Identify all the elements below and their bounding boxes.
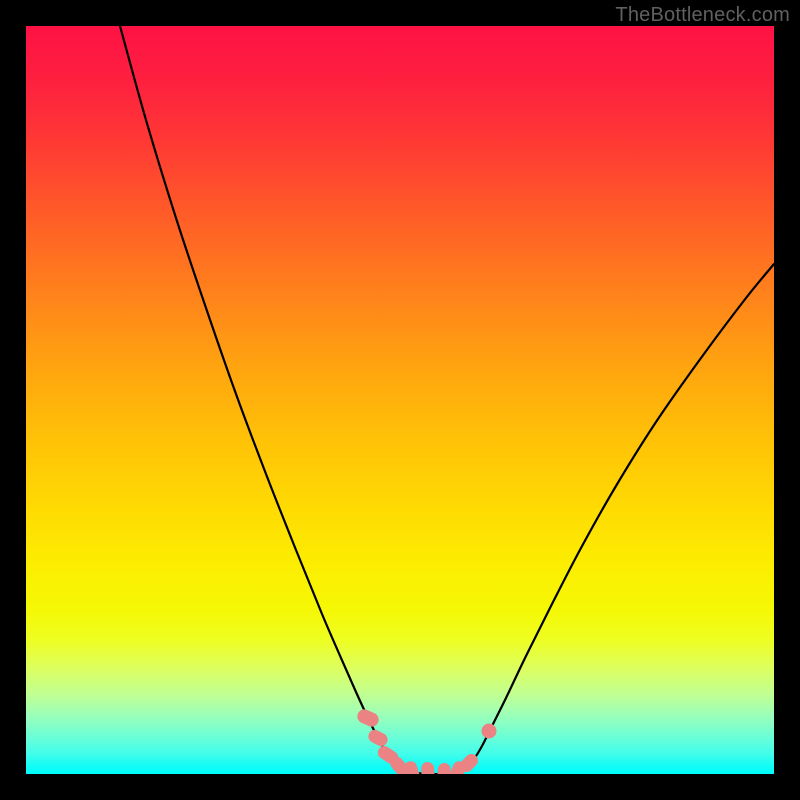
chart-plot-area bbox=[26, 26, 774, 774]
markers-layer bbox=[26, 26, 774, 774]
watermark-text: TheBottleneck.com bbox=[615, 4, 790, 27]
curve-marker bbox=[482, 724, 497, 739]
curve-marker bbox=[355, 707, 381, 729]
curve-marker bbox=[437, 763, 452, 774]
curve-marker bbox=[402, 760, 421, 774]
curve-marker bbox=[421, 762, 436, 774]
